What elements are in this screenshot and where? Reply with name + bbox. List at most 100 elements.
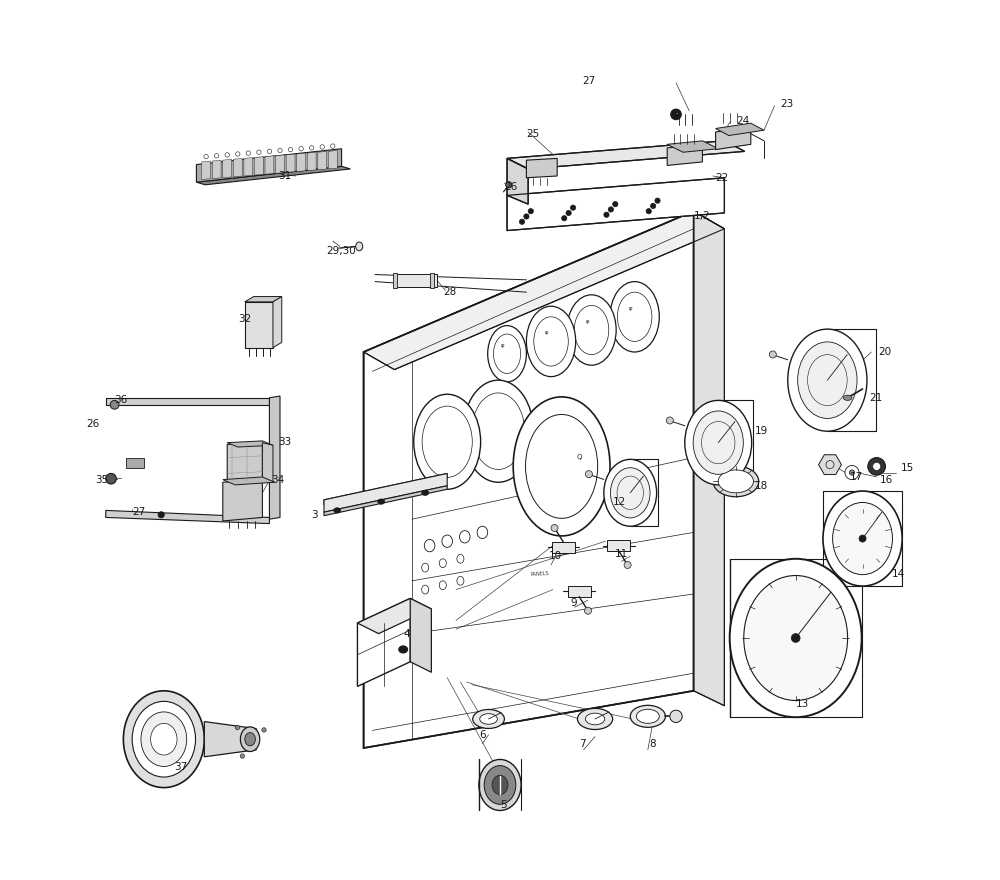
Polygon shape xyxy=(273,297,282,348)
Polygon shape xyxy=(204,722,256,757)
Ellipse shape xyxy=(414,394,481,489)
Ellipse shape xyxy=(236,151,240,157)
Text: 10: 10 xyxy=(548,551,562,561)
Text: 14: 14 xyxy=(892,568,905,579)
Text: 4: 4 xyxy=(403,628,410,639)
Ellipse shape xyxy=(585,713,605,725)
Ellipse shape xyxy=(257,150,261,155)
Text: 8: 8 xyxy=(650,738,656,749)
Polygon shape xyxy=(297,153,306,172)
Ellipse shape xyxy=(378,499,385,504)
Ellipse shape xyxy=(718,470,753,493)
Bar xyxy=(430,273,434,288)
Ellipse shape xyxy=(650,203,656,209)
Polygon shape xyxy=(254,157,263,175)
Ellipse shape xyxy=(506,181,512,188)
Ellipse shape xyxy=(562,216,567,221)
Polygon shape xyxy=(227,441,273,447)
Polygon shape xyxy=(262,443,273,482)
Ellipse shape xyxy=(463,380,533,482)
Ellipse shape xyxy=(685,400,752,485)
Polygon shape xyxy=(227,443,262,481)
Text: φ: φ xyxy=(545,330,548,335)
Text: 16: 16 xyxy=(880,474,893,485)
Text: 26: 26 xyxy=(504,181,518,192)
Text: 27: 27 xyxy=(582,76,595,86)
Ellipse shape xyxy=(868,458,885,475)
Polygon shape xyxy=(324,473,447,505)
Ellipse shape xyxy=(442,535,452,547)
Text: 19: 19 xyxy=(755,426,768,436)
Ellipse shape xyxy=(225,152,229,158)
Polygon shape xyxy=(526,158,557,178)
Polygon shape xyxy=(202,161,210,180)
Ellipse shape xyxy=(519,219,525,224)
Ellipse shape xyxy=(528,209,533,214)
Ellipse shape xyxy=(214,153,219,158)
Text: PANELS: PANELS xyxy=(530,571,549,577)
Ellipse shape xyxy=(608,207,614,212)
Polygon shape xyxy=(106,398,269,405)
Ellipse shape xyxy=(484,766,516,804)
Polygon shape xyxy=(328,150,337,169)
Ellipse shape xyxy=(240,727,260,752)
Text: φ: φ xyxy=(501,342,504,348)
Polygon shape xyxy=(318,151,327,170)
Ellipse shape xyxy=(141,712,187,766)
Ellipse shape xyxy=(845,466,859,480)
Text: Q: Q xyxy=(577,454,582,460)
Bar xyxy=(394,274,437,287)
Text: 15: 15 xyxy=(900,463,914,473)
Text: 26: 26 xyxy=(86,419,100,429)
Text: 20: 20 xyxy=(878,347,892,357)
Ellipse shape xyxy=(123,691,204,788)
Polygon shape xyxy=(507,158,528,204)
Text: 7: 7 xyxy=(579,738,586,749)
Ellipse shape xyxy=(480,714,497,724)
Polygon shape xyxy=(324,473,447,512)
Ellipse shape xyxy=(334,508,341,513)
Ellipse shape xyxy=(278,148,282,153)
Polygon shape xyxy=(364,211,694,748)
Polygon shape xyxy=(694,211,724,706)
Polygon shape xyxy=(196,149,342,182)
Ellipse shape xyxy=(551,524,558,532)
Polygon shape xyxy=(244,158,253,176)
Ellipse shape xyxy=(610,468,650,517)
Ellipse shape xyxy=(823,491,902,586)
Ellipse shape xyxy=(798,342,857,419)
Polygon shape xyxy=(667,144,702,165)
Ellipse shape xyxy=(356,242,363,251)
Ellipse shape xyxy=(577,708,613,730)
Text: 36: 36 xyxy=(115,395,128,406)
Ellipse shape xyxy=(158,512,164,517)
Polygon shape xyxy=(245,297,282,302)
Text: φ: φ xyxy=(585,319,589,324)
Ellipse shape xyxy=(613,202,618,207)
Ellipse shape xyxy=(492,775,508,795)
Polygon shape xyxy=(196,166,350,185)
Ellipse shape xyxy=(422,490,429,495)
Bar xyxy=(393,273,397,288)
Text: 37: 37 xyxy=(174,762,188,773)
Text: 28: 28 xyxy=(443,287,456,297)
Polygon shape xyxy=(269,396,280,519)
Text: 6: 6 xyxy=(479,730,486,740)
Ellipse shape xyxy=(513,397,610,536)
Text: 33: 33 xyxy=(278,436,291,447)
Text: 32: 32 xyxy=(238,313,251,324)
Ellipse shape xyxy=(267,149,272,153)
Text: 12: 12 xyxy=(613,496,626,507)
Ellipse shape xyxy=(479,759,521,810)
Polygon shape xyxy=(324,486,447,516)
Ellipse shape xyxy=(110,400,119,409)
Ellipse shape xyxy=(655,198,660,203)
Ellipse shape xyxy=(299,146,303,151)
Ellipse shape xyxy=(630,706,665,727)
Ellipse shape xyxy=(204,155,208,159)
Ellipse shape xyxy=(604,212,609,217)
Ellipse shape xyxy=(567,295,616,365)
Ellipse shape xyxy=(488,326,526,382)
Ellipse shape xyxy=(399,646,408,653)
Polygon shape xyxy=(507,141,745,169)
